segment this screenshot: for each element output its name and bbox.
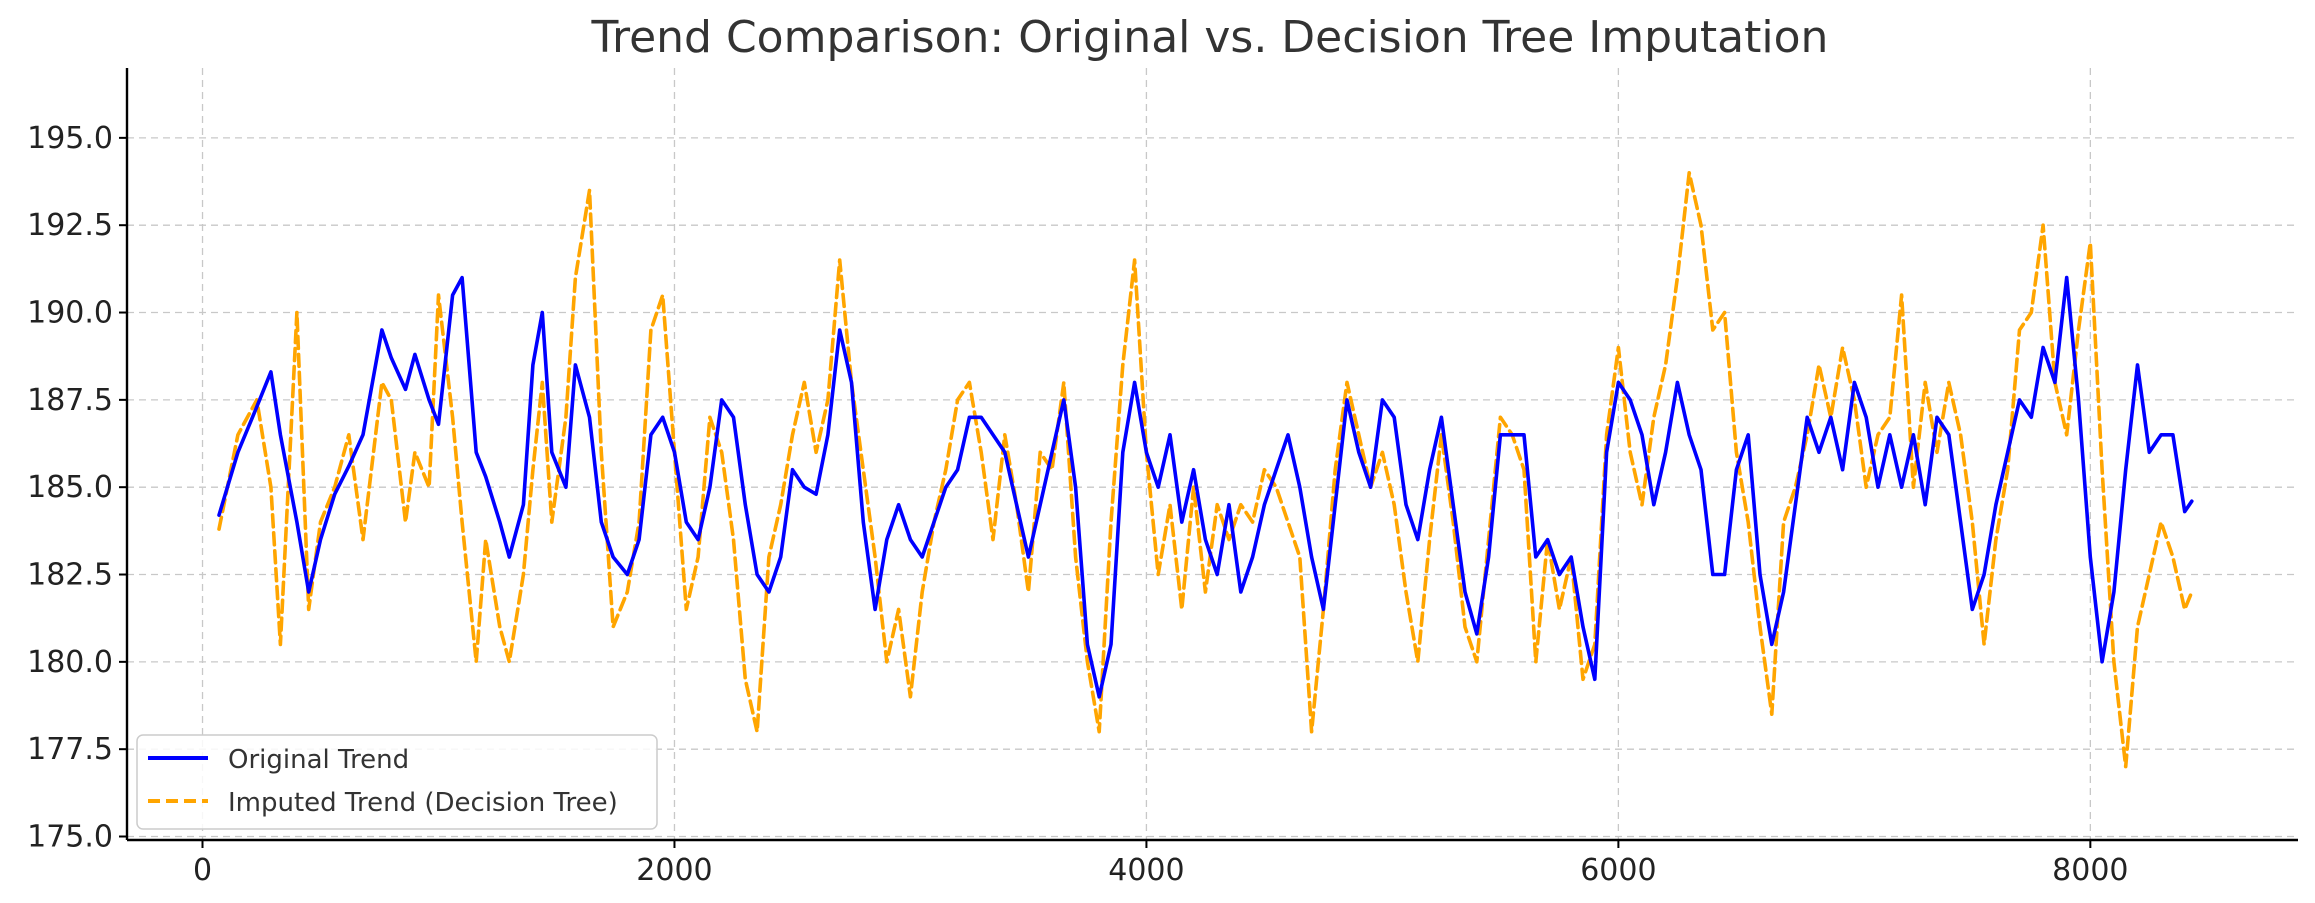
y-tick-label: 185.0	[27, 470, 113, 505]
legend-label-original-trend: Original Trend	[228, 745, 409, 775]
y-tick-label: 177.5	[27, 732, 113, 767]
series-line-original-trend	[217, 275, 2194, 699]
x-tick-label: 0	[193, 853, 212, 888]
legend-label-imputed-trend: Imputed Trend (Decision Tree)	[228, 788, 618, 818]
y-tick-label: 175.0	[27, 820, 113, 855]
tick-labels: 0 2000 4000 6000 8000 175.0 177.5 180.0 182.5 185…	[27, 121, 2128, 888]
y-tick-label: 195.0	[27, 121, 113, 156]
grid-lines	[127, 68, 2298, 840]
y-tick-label: 182.5	[27, 558, 113, 593]
x-tick-label: 8000	[2052, 853, 2128, 888]
x-tick-label: 6000	[1580, 853, 1656, 888]
x-tick-label: 4000	[1108, 853, 1184, 888]
series-lines	[217, 171, 2194, 769]
chart-title: Trend Comparison: Original vs. Decision …	[591, 12, 1829, 63]
y-tick-label: 190.0	[27, 296, 113, 331]
legend-box	[136, 734, 658, 830]
axes	[125, 68, 2298, 842]
y-tick-label: 180.0	[27, 645, 113, 680]
y-tick-label: 192.5	[27, 208, 113, 243]
y-tick-label: 187.5	[27, 383, 113, 418]
legend: Original Trend Imputed Trend (Decision T…	[136, 734, 658, 830]
x-tick-label: 2000	[636, 853, 712, 888]
